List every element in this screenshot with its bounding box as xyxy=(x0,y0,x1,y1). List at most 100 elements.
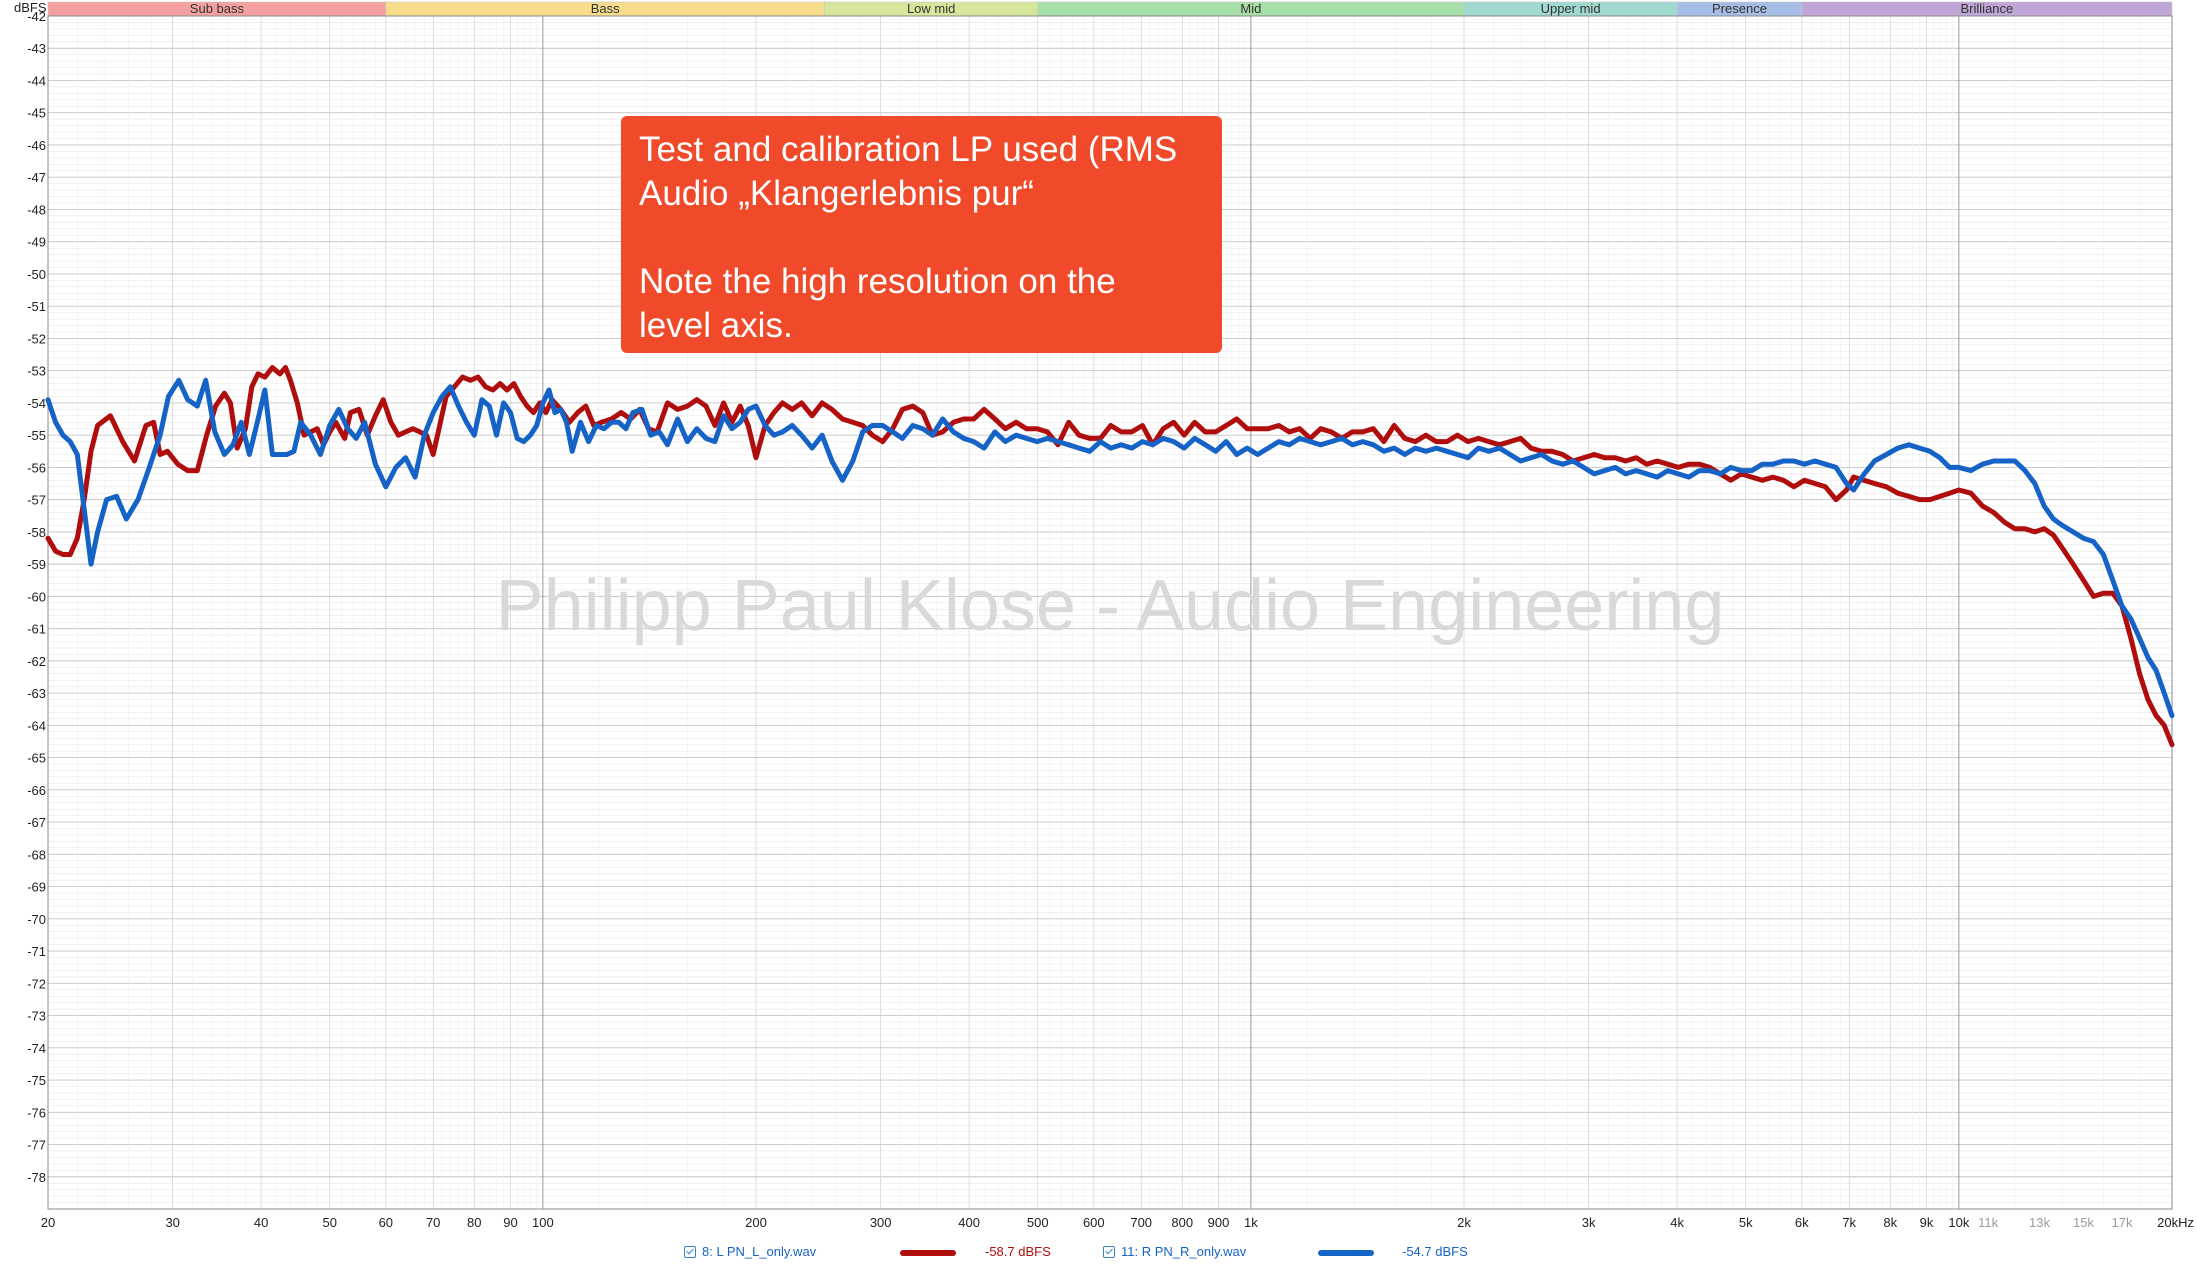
y-tick-label: -60 xyxy=(27,589,46,604)
x-tick-label: 400 xyxy=(958,1215,980,1230)
x-tick-label: 60 xyxy=(379,1215,393,1230)
legend-item-right[interactable]: 11: R PN_R_only.wav xyxy=(1103,1244,1246,1259)
y-tick-label: -71 xyxy=(27,944,46,959)
annotation-line-2: Audio „Klangerlebnis pur“ xyxy=(639,174,1034,213)
x-axis-ticks: 20 30 40 50 60 70 80 90 100 200 300 400 500 600 700 800… xyxy=(41,1215,2194,1230)
y-axis-ticks: -42 -43 -44 -45 -46 -47 -48 -49 -50 -51 -52 -53 -54 -… xyxy=(27,9,46,1185)
y-tick-label: -73 xyxy=(27,1009,46,1024)
y-tick-label: -53 xyxy=(27,364,46,379)
x-tick-label: 20 xyxy=(41,1215,55,1230)
y-tick-label: -48 xyxy=(27,202,46,217)
x-tick-label: 200 xyxy=(745,1215,767,1230)
y-tick-label: -76 xyxy=(27,1105,46,1120)
plot-frame xyxy=(47,15,2173,1210)
band-label-6: Brilliance xyxy=(1961,1,2014,16)
y-tick-label: -70 xyxy=(27,912,46,927)
series-line-right xyxy=(45,377,2175,719)
y-tick-label: -61 xyxy=(27,622,46,637)
band-label-5: Presence xyxy=(1712,1,1767,16)
x-tick-label: 9k xyxy=(1920,1215,1934,1230)
annotation-callout: Test and calibration LP used (RMS Audio … xyxy=(621,116,1222,353)
legend-label-right: 11: R PN_R_only.wav xyxy=(1121,1244,1247,1259)
x-tick-label: 3k xyxy=(1582,1215,1596,1230)
legend-label-left: 8: L PN_L_only.wav xyxy=(702,1244,817,1259)
x-tick-label: 4k xyxy=(1670,1215,1684,1230)
legend-item-left[interactable]: 8: L PN_L_only.wav xyxy=(684,1244,816,1259)
x-tick-label: 20kHz xyxy=(2157,1215,2194,1230)
x-tick-label: 50 xyxy=(323,1215,337,1230)
y-tick-label: -51 xyxy=(27,299,46,314)
y-tick-label: -58 xyxy=(27,525,46,540)
x-tick-label: 600 xyxy=(1083,1215,1105,1230)
x-tick-label: 11k xyxy=(1978,1215,1998,1230)
x-tick-label: 6k xyxy=(1795,1215,1809,1230)
x-tick-label: 17k xyxy=(2112,1215,2133,1230)
x-tick-label: 800 xyxy=(1171,1215,1193,1230)
y-tick-label: -75 xyxy=(27,1073,46,1088)
legend: 8: L PN_L_only.wav -58.7 dBFS 11: R PN_R… xyxy=(0,1240,2196,1266)
band-label-1: Bass xyxy=(591,1,620,16)
annotation-line-1: Test and calibration LP used (RMS xyxy=(639,130,1178,169)
series-line-left xyxy=(45,365,2175,748)
x-tick-label: 70 xyxy=(426,1215,440,1230)
band-label-3: Mid xyxy=(1240,1,1261,16)
legend-swatch-left xyxy=(900,1250,956,1256)
x-tick-label: 15k xyxy=(2073,1215,2094,1230)
x-tick-label: 500 xyxy=(1027,1215,1049,1230)
y-tick-label: -42 xyxy=(27,9,46,24)
x-tick-label: 80 xyxy=(467,1215,481,1230)
annotation-paragraph-2: Note the high resolution on the level ax… xyxy=(639,260,1204,348)
x-tick-label: 900 xyxy=(1208,1215,1230,1230)
watermark: Philipp Paul Klose - Audio Engineering xyxy=(496,566,1725,646)
y-tick-label: -64 xyxy=(27,718,46,733)
legend-swatch-right xyxy=(1318,1250,1374,1256)
y-tick-label: -77 xyxy=(27,1138,46,1153)
y-tick-label: -54 xyxy=(27,396,46,411)
x-tick-label: 5k xyxy=(1739,1215,1753,1230)
band-label-0: Sub bass xyxy=(190,1,245,16)
y-tick-label: -66 xyxy=(27,783,46,798)
y-tick-label: -49 xyxy=(27,235,46,250)
y-tick-label: -59 xyxy=(27,557,46,572)
y-tick-label: -43 xyxy=(27,41,46,56)
y-tick-label: -46 xyxy=(27,138,46,153)
checkbox-icon[interactable] xyxy=(684,1245,696,1258)
y-tick-label: -65 xyxy=(27,751,46,766)
y-tick-label: -72 xyxy=(27,976,46,991)
legend-value-right: -54.7 dBFS xyxy=(1402,1244,1468,1259)
x-tick-label: 30 xyxy=(165,1215,179,1230)
checkbox-icon[interactable] xyxy=(1103,1245,1115,1258)
y-tick-label: -74 xyxy=(27,1041,46,1056)
band-label-2: Low mid xyxy=(907,1,955,16)
y-tick-label: -63 xyxy=(27,686,46,701)
annotation-line-3: Note the high resolution on the xyxy=(639,262,1116,301)
y-tick-label: -47 xyxy=(27,170,46,185)
x-tick-label: 13k xyxy=(2029,1215,2050,1230)
series-lines xyxy=(45,365,2175,748)
annotation-line-4: level axis. xyxy=(639,306,793,345)
x-tick-label: 90 xyxy=(503,1215,517,1230)
x-tick-label: 10k xyxy=(1948,1215,1969,1230)
y-tick-label: -68 xyxy=(27,847,46,862)
y-tick-label: -67 xyxy=(27,815,46,830)
y-tick-label: -44 xyxy=(27,73,46,88)
y-tick-label: -55 xyxy=(27,428,46,443)
y-tick-label: -52 xyxy=(27,331,46,346)
x-tick-label: 7k xyxy=(1842,1215,1856,1230)
x-tick-label: 40 xyxy=(254,1215,268,1230)
y-tick-label: -62 xyxy=(27,654,46,669)
x-tick-label: 8k xyxy=(1883,1215,1897,1230)
y-tick-label: -50 xyxy=(27,267,46,282)
band-label-4: Upper mid xyxy=(1541,1,1601,16)
x-tick-label: 100 xyxy=(532,1215,554,1230)
legend-value-left: -58.7 dBFS xyxy=(985,1244,1051,1259)
x-tick-label: 700 xyxy=(1130,1215,1152,1230)
y-axis-unit-label: dBFS xyxy=(14,0,47,15)
x-tick-label: 2k xyxy=(1457,1215,1471,1230)
y-tick-label: -56 xyxy=(27,460,46,475)
frequency-bands: Sub bass Bass Low mid Mid Upper mid Presence B… xyxy=(47,1,2173,17)
x-tick-label: 300 xyxy=(870,1215,892,1230)
x-tick-label: 1k xyxy=(1244,1215,1258,1230)
y-tick-label: -57 xyxy=(27,493,46,508)
y-tick-label: -78 xyxy=(27,1170,46,1185)
